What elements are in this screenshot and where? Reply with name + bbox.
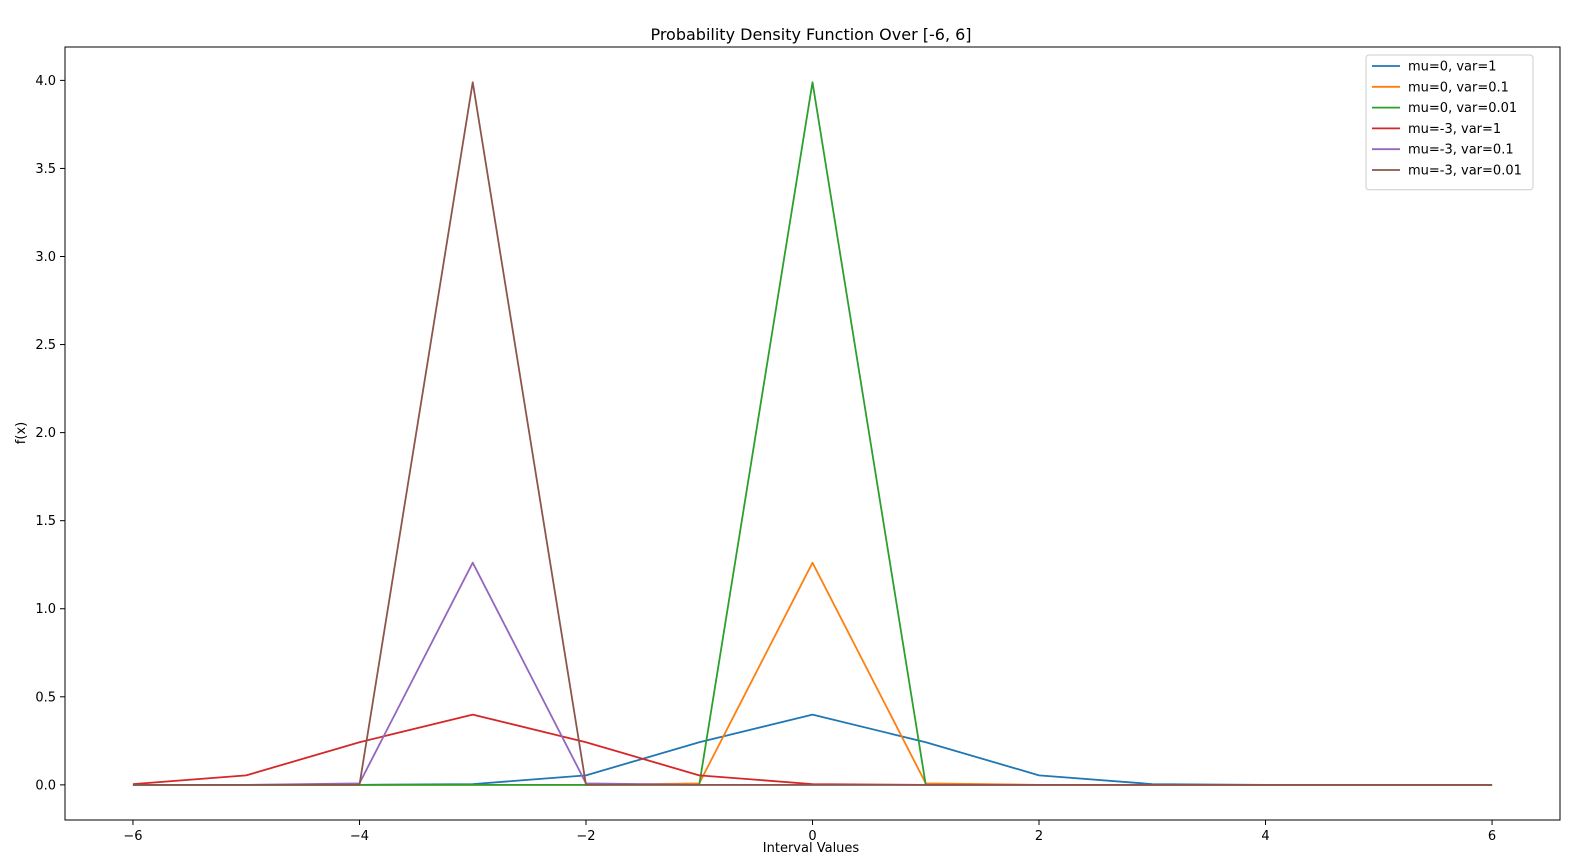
x-tick-label: 6 xyxy=(1488,829,1496,844)
y-tick-label: 3.5 xyxy=(35,162,56,177)
y-tick-label: 2.5 xyxy=(35,338,56,353)
legend-label: mu=-3, var=0.01 xyxy=(1408,164,1522,179)
y-axis-title: f(x) xyxy=(14,422,29,444)
y-tick-label: 4.0 xyxy=(35,74,56,89)
legend-label: mu=-3, var=0.1 xyxy=(1408,143,1514,158)
x-tick-label: 2 xyxy=(1035,829,1043,844)
legend-label: mu=0, var=0.1 xyxy=(1408,80,1509,95)
x-axis-title: Interval Values xyxy=(763,841,860,856)
y-tick-label: 1.0 xyxy=(35,602,56,617)
legend: mu=0, var=1 mu=0, var=0.1 mu=0, var=0.01 mu… xyxy=(1365,54,1534,191)
x-tick-label: 4 xyxy=(1261,829,1269,844)
y-tick-label: 3.0 xyxy=(35,250,56,265)
x-tick-label: −4 xyxy=(350,829,369,844)
series-lines xyxy=(132,81,1493,786)
series-line-5 xyxy=(132,81,1493,786)
x-tick-label: −6 xyxy=(123,829,142,844)
x-tick-label: −2 xyxy=(576,829,595,844)
legend-label: mu=0, var=0.01 xyxy=(1408,101,1517,116)
chart-title: Probability Density Function Over [-6, 6… xyxy=(650,25,971,44)
legend-label: mu=0, var=1 xyxy=(1408,60,1497,75)
y-axis: 0.0 0.5 1.0 1.5 2.0 2.5 3.0 3.5 4.0 xyxy=(35,74,65,793)
y-tick-label: 0.0 xyxy=(35,778,56,793)
x-tick-label: 0 xyxy=(808,829,816,844)
y-tick-label: 1.5 xyxy=(35,514,56,529)
y-tick-label: 0.5 xyxy=(35,690,56,705)
x-axis: −6 −4 −2 0 2 4 6 xyxy=(123,820,1496,844)
y-tick-label: 2.0 xyxy=(35,426,56,441)
legend-box xyxy=(1365,54,1534,191)
legend-label: mu=-3, var=1 xyxy=(1408,122,1501,137)
